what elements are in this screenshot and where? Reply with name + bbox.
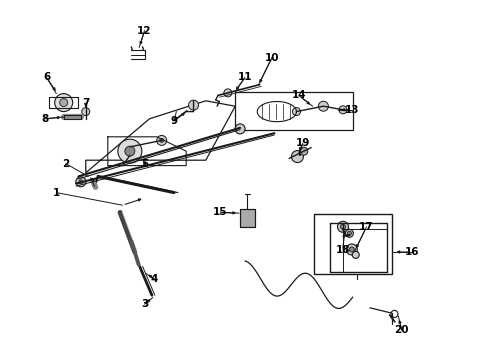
Circle shape <box>82 108 90 116</box>
Text: 8: 8 <box>42 114 49 124</box>
Circle shape <box>189 100 198 110</box>
Circle shape <box>352 251 359 258</box>
Circle shape <box>157 135 167 145</box>
Circle shape <box>349 247 354 252</box>
Circle shape <box>60 99 68 107</box>
Circle shape <box>345 229 353 237</box>
Circle shape <box>347 231 351 235</box>
Text: 9: 9 <box>171 116 177 126</box>
Text: 4: 4 <box>150 274 158 284</box>
Text: 1: 1 <box>53 188 60 198</box>
Text: 16: 16 <box>404 247 419 257</box>
Text: 10: 10 <box>265 53 279 63</box>
Circle shape <box>339 106 347 114</box>
Text: 13: 13 <box>344 105 359 115</box>
Text: 2: 2 <box>63 159 70 169</box>
Text: 20: 20 <box>394 325 409 336</box>
Circle shape <box>55 94 73 112</box>
Circle shape <box>293 108 300 116</box>
Text: 14: 14 <box>292 90 306 100</box>
Text: 6: 6 <box>43 72 50 82</box>
Text: 3: 3 <box>141 299 148 309</box>
Circle shape <box>160 138 164 143</box>
Circle shape <box>346 244 357 255</box>
Text: 19: 19 <box>295 138 310 148</box>
Circle shape <box>318 101 328 111</box>
Circle shape <box>76 177 86 187</box>
Text: 15: 15 <box>213 207 228 217</box>
Circle shape <box>341 224 345 229</box>
Circle shape <box>79 180 83 184</box>
Circle shape <box>300 147 308 155</box>
Text: 7: 7 <box>82 98 90 108</box>
Text: 5: 5 <box>141 159 148 169</box>
Text: 11: 11 <box>238 72 252 82</box>
Text: 18: 18 <box>336 245 350 255</box>
Text: 12: 12 <box>137 26 152 36</box>
Circle shape <box>338 221 348 232</box>
Circle shape <box>292 150 303 163</box>
Bar <box>240 209 255 227</box>
Text: 17: 17 <box>359 222 374 232</box>
Circle shape <box>224 89 232 97</box>
Circle shape <box>118 139 142 163</box>
Circle shape <box>125 146 135 156</box>
Circle shape <box>235 124 245 134</box>
